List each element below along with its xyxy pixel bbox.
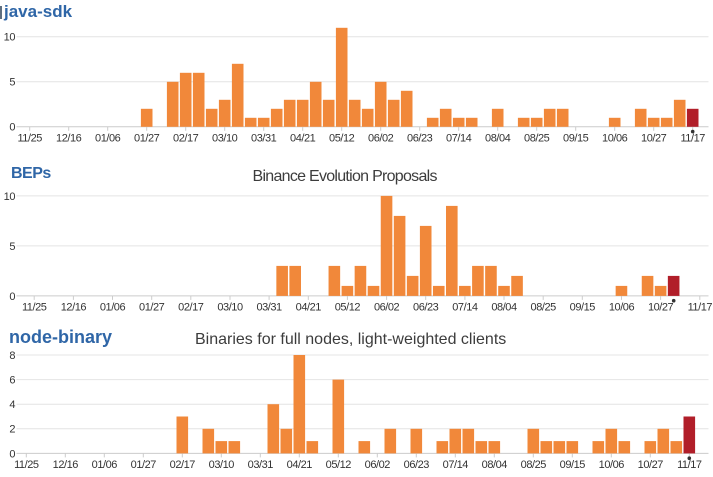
svg-text:10/27: 10/27 — [638, 459, 664, 471]
svg-text:10/27: 10/27 — [641, 133, 667, 145]
svg-text:08/25: 08/25 — [531, 302, 557, 314]
svg-text:2: 2 — [9, 424, 15, 436]
svg-text:10/27: 10/27 — [648, 302, 674, 314]
svg-text:10/06: 10/06 — [599, 459, 625, 471]
svg-text:07/14: 07/14 — [443, 459, 469, 471]
svg-text:03/10: 03/10 — [217, 302, 243, 314]
svg-text:03/31: 03/31 — [256, 302, 282, 314]
svg-text:04/21: 04/21 — [287, 459, 313, 471]
svg-text:08/04: 08/04 — [485, 133, 511, 145]
svg-text:03/10: 03/10 — [209, 459, 235, 471]
svg-text:06/23: 06/23 — [407, 133, 433, 145]
svg-text:03/10: 03/10 — [212, 133, 238, 145]
svg-text:10: 10 — [4, 191, 16, 203]
svg-text:01/27: 01/27 — [134, 133, 160, 145]
svg-text:01/27: 01/27 — [139, 302, 165, 314]
svg-text:06/02: 06/02 — [374, 302, 400, 314]
svg-text:12/16: 12/16 — [61, 302, 87, 314]
svg-text:04/21: 04/21 — [296, 302, 322, 314]
svg-text:05/12: 05/12 — [329, 133, 355, 145]
svg-text:0: 0 — [9, 291, 15, 303]
svg-text:11/25: 11/25 — [22, 302, 47, 314]
svg-text:5: 5 — [9, 241, 15, 253]
svg-text:10/06: 10/06 — [602, 133, 628, 145]
svg-text:09/15: 09/15 — [570, 302, 596, 314]
svg-text:08/04: 08/04 — [491, 302, 517, 314]
svg-text:07/14: 07/14 — [452, 302, 478, 314]
svg-text:0: 0 — [9, 448, 15, 460]
svg-text:8: 8 — [9, 350, 15, 362]
svg-text:09/15: 09/15 — [563, 133, 589, 145]
svg-text:10/06: 10/06 — [609, 302, 635, 314]
svg-text:4: 4 — [9, 399, 15, 411]
svg-text:01/06: 01/06 — [95, 133, 121, 145]
svg-text:02/17: 02/17 — [173, 133, 199, 145]
svg-text:02/17: 02/17 — [178, 302, 204, 314]
svg-text:05/12: 05/12 — [335, 302, 361, 314]
svg-text:10: 10 — [4, 32, 16, 44]
svg-text:11/17: 11/17 — [688, 302, 713, 314]
svg-text:01/06: 01/06 — [100, 302, 126, 314]
svg-text:07/14: 07/14 — [446, 133, 472, 145]
svg-text:09/15: 09/15 — [560, 459, 586, 471]
svg-text:06/02: 06/02 — [365, 459, 391, 471]
svg-text:11/25: 11/25 — [17, 133, 42, 145]
svg-text:0: 0 — [9, 122, 15, 134]
svg-text:06/23: 06/23 — [413, 302, 439, 314]
svg-text:06/02: 06/02 — [368, 133, 394, 145]
svg-text:08/04: 08/04 — [482, 459, 508, 471]
svg-text:08/25: 08/25 — [521, 459, 547, 471]
svg-text:03/31: 03/31 — [248, 459, 274, 471]
svg-text:03/31: 03/31 — [251, 133, 277, 145]
svg-text:11/17: 11/17 — [677, 459, 702, 471]
svg-text:02/17: 02/17 — [170, 459, 196, 471]
svg-text:11/17: 11/17 — [680, 133, 705, 145]
svg-text:04/21: 04/21 — [290, 133, 316, 145]
svg-text:5: 5 — [9, 77, 15, 89]
svg-text:01/27: 01/27 — [131, 459, 157, 471]
svg-text:12/16: 12/16 — [56, 133, 82, 145]
svg-text:05/12: 05/12 — [326, 459, 352, 471]
svg-text:01/06: 01/06 — [92, 459, 118, 471]
svg-text:11/25: 11/25 — [14, 459, 39, 471]
svg-text:6: 6 — [9, 375, 15, 387]
svg-text:06/23: 06/23 — [404, 459, 430, 471]
svg-text:12/16: 12/16 — [53, 459, 79, 471]
svg-text:08/25: 08/25 — [524, 133, 550, 145]
